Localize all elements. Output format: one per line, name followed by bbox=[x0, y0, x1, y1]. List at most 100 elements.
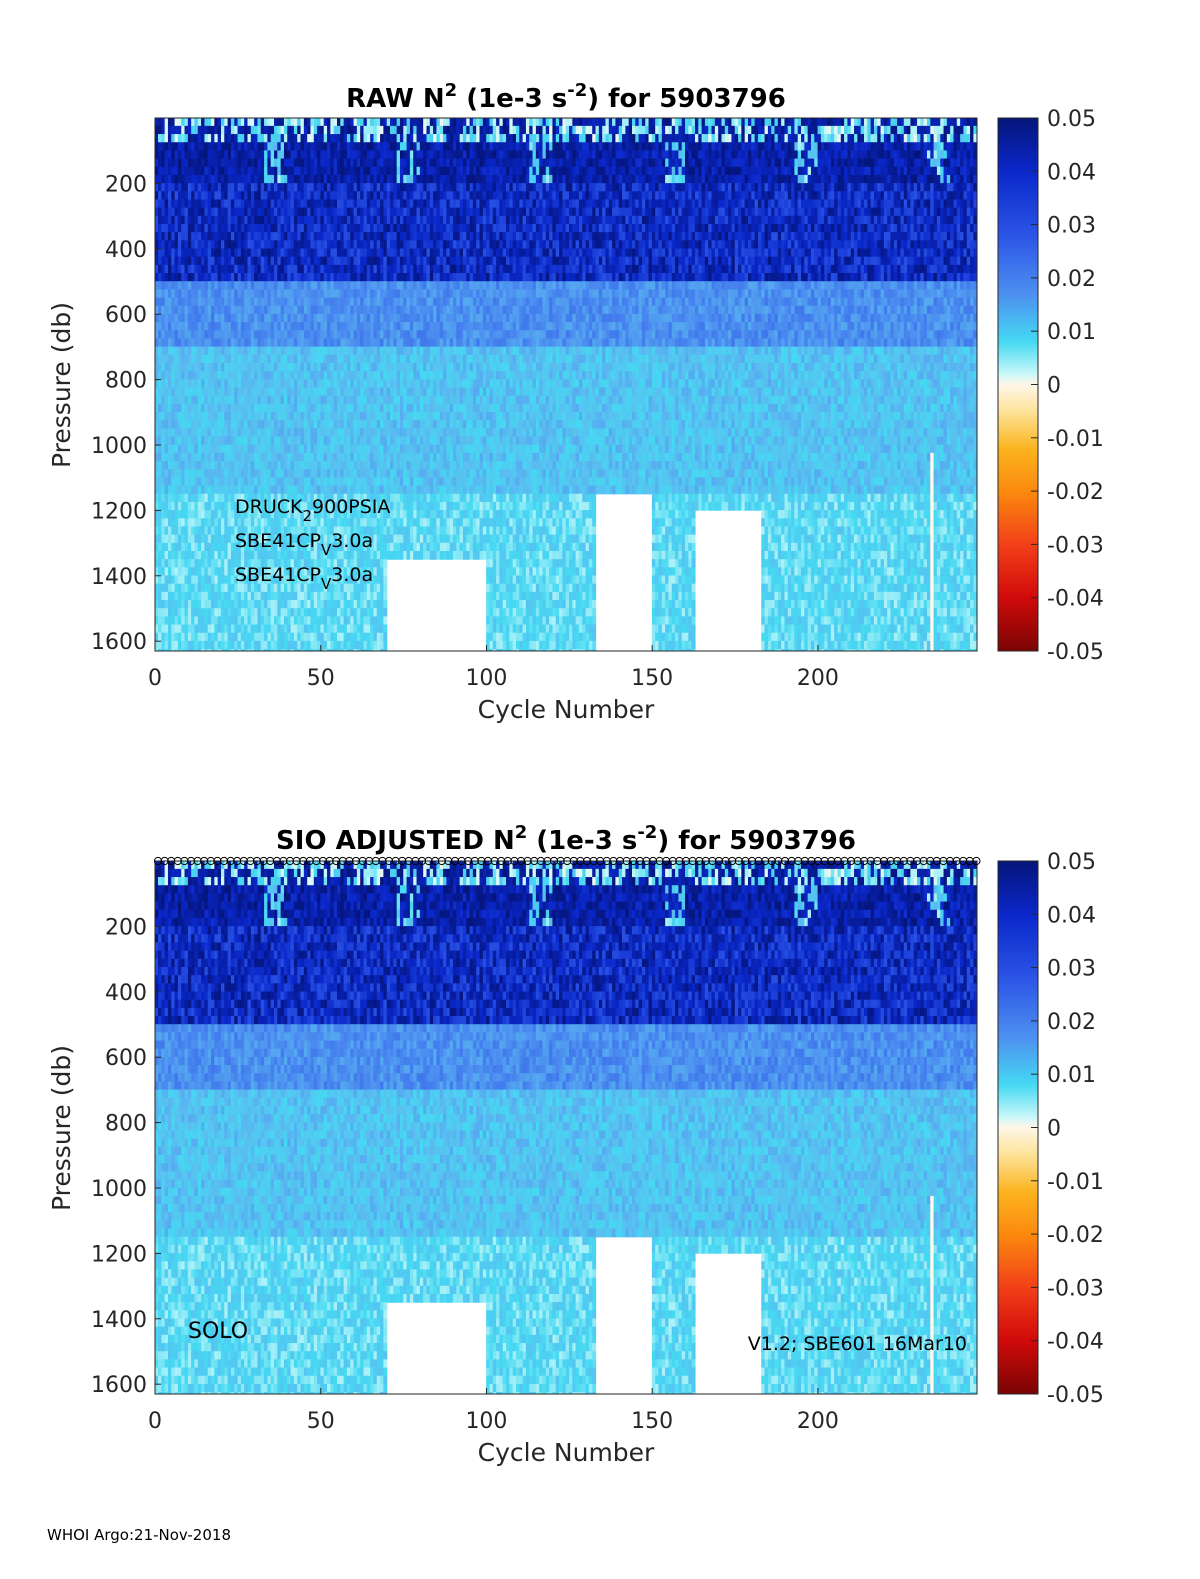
heatmap-cell bbox=[267, 493, 272, 503]
heatmap-cell bbox=[264, 461, 268, 470]
heatmap-cell bbox=[274, 387, 278, 397]
heatmap-cell bbox=[267, 632, 272, 642]
heatmap-cell bbox=[280, 518, 285, 528]
heatmap-cell bbox=[227, 118, 232, 127]
heatmap-cell bbox=[303, 142, 308, 151]
heatmap-cell bbox=[393, 142, 398, 151]
heatmap-cell bbox=[366, 649, 371, 651]
heatmap-cell bbox=[293, 632, 298, 642]
heatmap-cell bbox=[257, 624, 262, 634]
heatmap-cell bbox=[360, 575, 365, 585]
heatmap-cell bbox=[340, 174, 345, 184]
heatmap-cell bbox=[396, 158, 401, 168]
heatmap-cell bbox=[330, 256, 335, 266]
heatmap-cell bbox=[264, 125, 268, 135]
heatmap-cell bbox=[254, 542, 259, 552]
heatmap-cell bbox=[333, 273, 338, 282]
heatmap-cell bbox=[280, 444, 285, 454]
heatmap-cell bbox=[323, 289, 328, 299]
heatmap-cell bbox=[191, 510, 196, 519]
heatmap-cell bbox=[287, 256, 292, 266]
heatmap-cell bbox=[214, 166, 219, 176]
heatmap-cell bbox=[187, 118, 192, 127]
heatmap-cell bbox=[340, 232, 345, 241]
heatmap-cell bbox=[277, 223, 282, 233]
heatmap-cell bbox=[250, 248, 255, 258]
heatmap-cell bbox=[230, 207, 235, 217]
heatmap-cell bbox=[287, 411, 292, 421]
heatmap-cell bbox=[337, 640, 341, 650]
heatmap-cell bbox=[227, 166, 232, 176]
heatmap-cell bbox=[201, 567, 206, 577]
heatmap-cell bbox=[177, 174, 182, 184]
heatmap-cell bbox=[383, 273, 388, 282]
heatmap-cell bbox=[317, 264, 322, 274]
heatmap-cell bbox=[237, 624, 242, 634]
heatmap-cell bbox=[247, 469, 252, 478]
heatmap-cell bbox=[373, 362, 378, 372]
heatmap-cell bbox=[393, 501, 398, 511]
heatmap-cell bbox=[244, 559, 249, 568]
heatmap-cell bbox=[240, 518, 245, 528]
heatmap-cell bbox=[350, 461, 355, 470]
heatmap-cell bbox=[267, 395, 272, 405]
heatmap-cell bbox=[383, 600, 388, 609]
heatmap-cell bbox=[340, 191, 345, 201]
heatmap-cell bbox=[287, 616, 292, 626]
heatmap-cell bbox=[360, 207, 365, 217]
heatmap-cell bbox=[313, 501, 318, 511]
heatmap-cell bbox=[327, 289, 331, 299]
heatmap-cell bbox=[343, 608, 348, 617]
heatmap-cell bbox=[214, 420, 219, 429]
heatmap-cell bbox=[376, 640, 381, 650]
heatmap-cell bbox=[247, 510, 252, 519]
heatmap-cell bbox=[393, 322, 398, 331]
heatmap-cell bbox=[327, 183, 331, 192]
heatmap-cell bbox=[310, 461, 315, 470]
heatmap-cell bbox=[340, 534, 345, 544]
heatmap-cell bbox=[201, 158, 206, 168]
heatmap-cell bbox=[290, 273, 295, 282]
heatmap-cell bbox=[323, 305, 328, 315]
heatmap-cell bbox=[244, 493, 249, 503]
heatmap-cell bbox=[393, 330, 398, 340]
heatmap-cell bbox=[366, 428, 371, 438]
heatmap-cell bbox=[254, 158, 259, 168]
heatmap-cell bbox=[330, 395, 335, 405]
heatmap-cell bbox=[224, 322, 229, 331]
heatmap-cell bbox=[214, 591, 219, 601]
heatmap-cell bbox=[370, 142, 375, 151]
heatmap-cell bbox=[290, 591, 295, 601]
heatmap-cell bbox=[237, 346, 242, 356]
heatmap-cell bbox=[340, 624, 345, 634]
heatmap-cell bbox=[307, 542, 312, 552]
heatmap-cell bbox=[356, 649, 361, 651]
heatmap-cell bbox=[214, 469, 219, 478]
heatmap-cell bbox=[207, 395, 212, 405]
heatmap-cell bbox=[370, 575, 375, 585]
heatmap-cell bbox=[327, 567, 331, 577]
heatmap-cell bbox=[307, 632, 312, 642]
heatmap-cell bbox=[330, 371, 335, 380]
heatmap-cell bbox=[337, 223, 341, 233]
heatmap-cell bbox=[211, 567, 215, 577]
heatmap-cell bbox=[234, 297, 239, 307]
heatmap-cell bbox=[287, 632, 292, 642]
heatmap-cell bbox=[280, 166, 285, 176]
heatmap-cell bbox=[217, 273, 222, 282]
heatmap-cell bbox=[337, 232, 341, 241]
heatmap-cell bbox=[240, 501, 245, 511]
heatmap-cell bbox=[227, 134, 232, 143]
heatmap-cell bbox=[171, 493, 176, 503]
heatmap-cell bbox=[300, 436, 305, 446]
heatmap-cell bbox=[360, 362, 365, 372]
heatmap-cell bbox=[164, 534, 169, 544]
heatmap-cell bbox=[360, 600, 365, 609]
heatmap-cell bbox=[211, 501, 215, 511]
heatmap-cell bbox=[317, 649, 322, 651]
heatmap-cell bbox=[380, 166, 384, 176]
heatmap-cell bbox=[214, 411, 219, 421]
heatmap-cell bbox=[303, 542, 308, 552]
heatmap-cell bbox=[177, 477, 182, 487]
heatmap-cell bbox=[330, 461, 335, 470]
